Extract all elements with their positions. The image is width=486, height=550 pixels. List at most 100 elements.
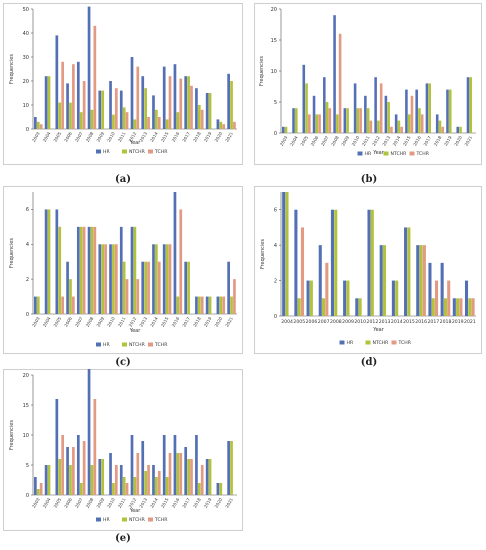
bar-hr-2009 <box>98 90 102 129</box>
y-tick-label: 0 <box>274 314 277 320</box>
bar-tchr-2003 <box>39 124 43 129</box>
bar-ntchr-2009 <box>346 108 349 133</box>
bar-hr-2008 <box>333 15 336 134</box>
x-tick-label: 2020 <box>214 316 224 328</box>
bar-hr-2021 <box>227 441 230 495</box>
x-tick-label: 2008 <box>85 131 95 143</box>
bar-ntchr-2017 <box>187 261 190 314</box>
bar-ntchr-2021 <box>230 441 233 495</box>
bar-ntchr-2012 <box>370 209 374 316</box>
bar-tchr-2008 <box>93 399 97 495</box>
bar-ntchr-2018 <box>197 105 201 129</box>
bar-hr-2014 <box>152 95 155 129</box>
x-tick-label: 2009 <box>95 316 105 328</box>
bar-tchr-2007 <box>82 226 86 314</box>
bar-hr-2014 <box>152 244 155 314</box>
bar-tchr-2017 <box>190 459 193 495</box>
bar-hr-2014 <box>152 465 155 495</box>
bar-hr-2006 <box>66 447 69 495</box>
bar-tchr-2015 <box>168 76 172 129</box>
legend-label-hr: HR <box>365 151 372 157</box>
bar-ntchr-2004 <box>295 108 298 133</box>
bar-hr-2005 <box>55 35 59 129</box>
x-tick-label: 2021 <box>464 319 476 325</box>
x-tick-label: 2018 <box>440 319 452 325</box>
bar-tchr-2011 <box>125 483 129 495</box>
x-axis-label: Year <box>372 327 385 333</box>
legend-swatch-tchr <box>391 340 397 345</box>
legend-label-ntchr: NTCHR <box>129 149 146 155</box>
x-tick-label: 2007 <box>74 131 84 143</box>
legend-label-hr: HR <box>103 342 110 348</box>
bar-hr-2009 <box>98 244 102 314</box>
x-tick-label: 2004 <box>281 319 293 325</box>
bar-hr-2005 <box>55 399 59 495</box>
legend-label-tchr: TCHR <box>416 151 430 157</box>
bar-tchr-2018 <box>200 465 204 495</box>
bar-hr-2009 <box>98 459 102 495</box>
bar-tchr-2010 <box>114 465 118 495</box>
bar-ntchr-2021 <box>468 298 472 316</box>
bar-tchr-2017 <box>190 85 193 129</box>
bar-tchr-2009 <box>104 244 107 314</box>
bar-ntchr-2011 <box>122 107 126 129</box>
x-tick-label: 2014 <box>149 497 159 509</box>
bar-hr-2007 <box>76 61 80 129</box>
bar-ntchr-2007 <box>79 483 83 495</box>
y-axis-label: Frequencies <box>9 420 15 450</box>
bar-hr-2005 <box>294 209 298 316</box>
bar-tchr-2007 <box>82 81 86 129</box>
panel-label-c: (c) <box>115 357 131 368</box>
bar-hr-2016 <box>173 435 177 495</box>
bar-ntchr-2012 <box>133 477 137 495</box>
bar-ntchr-2011 <box>122 477 126 495</box>
y-tick-label: 4 <box>274 243 277 249</box>
bar-tchr-2016 <box>179 78 183 129</box>
bar-hr-2007 <box>76 226 80 314</box>
bar-hr-2016 <box>416 245 420 316</box>
legend-swatch-ntchr <box>383 151 389 156</box>
x-tick-label: 2008 <box>330 135 340 147</box>
bar-ntchr-2014 <box>397 120 401 133</box>
bar-hr-2015 <box>162 244 166 314</box>
x-tick-label: 2007 <box>74 497 84 509</box>
bar-hr-2016 <box>173 64 177 129</box>
bar-tchr-2012 <box>136 66 140 129</box>
x-tick-label: 2010 <box>106 131 116 143</box>
x-tick-label: 2004 <box>42 316 52 328</box>
bar-ntchr-2004 <box>47 76 51 129</box>
bar-hr-2019 <box>205 296 209 314</box>
x-tick-label: 2013 <box>138 131 148 143</box>
bar-hr-2018 <box>195 435 198 495</box>
bar-tchr-2006 <box>72 296 75 314</box>
panel-a-frame <box>3 3 243 165</box>
bar-ntchr-2020 <box>219 296 223 314</box>
y-tick-label: 5 <box>274 100 277 106</box>
bar-ntchr-2007 <box>79 112 83 129</box>
x-tick-label: 2005 <box>293 319 305 325</box>
bar-ntchr-2013 <box>382 245 387 316</box>
bar-ntchr-2018 <box>197 483 201 495</box>
bar-ntchr-2009 <box>101 90 105 129</box>
x-tick-label: 2014 <box>391 319 403 325</box>
bar-hr-2012 <box>130 57 134 129</box>
x-tick-label: 2016 <box>412 135 422 147</box>
legend-label-ntchr: NTCHR <box>391 151 408 157</box>
bar-ntchr-2021 <box>230 296 233 314</box>
bar-hr-2015 <box>404 227 408 316</box>
bar-ntchr-2006 <box>69 102 72 129</box>
legend-label-tchr: TCHR <box>398 340 412 346</box>
x-tick-label: 2003 <box>31 131 41 143</box>
y-axis-label: Frequencies <box>259 56 265 86</box>
bar-hr-2005 <box>302 64 306 133</box>
x-tick-label: 2005 <box>53 316 63 328</box>
bar-ntchr-2004 <box>47 465 51 495</box>
x-axis-label: Year <box>129 328 142 334</box>
bar-ntchr-2008 <box>334 209 338 316</box>
legend-label-tchr: TCHR <box>154 517 168 523</box>
x-tick-label: 2020 <box>214 131 224 143</box>
legend-swatch-ntchr <box>365 340 371 345</box>
bar-hr-2021 <box>466 77 470 133</box>
bar-hr-2007 <box>318 245 322 316</box>
